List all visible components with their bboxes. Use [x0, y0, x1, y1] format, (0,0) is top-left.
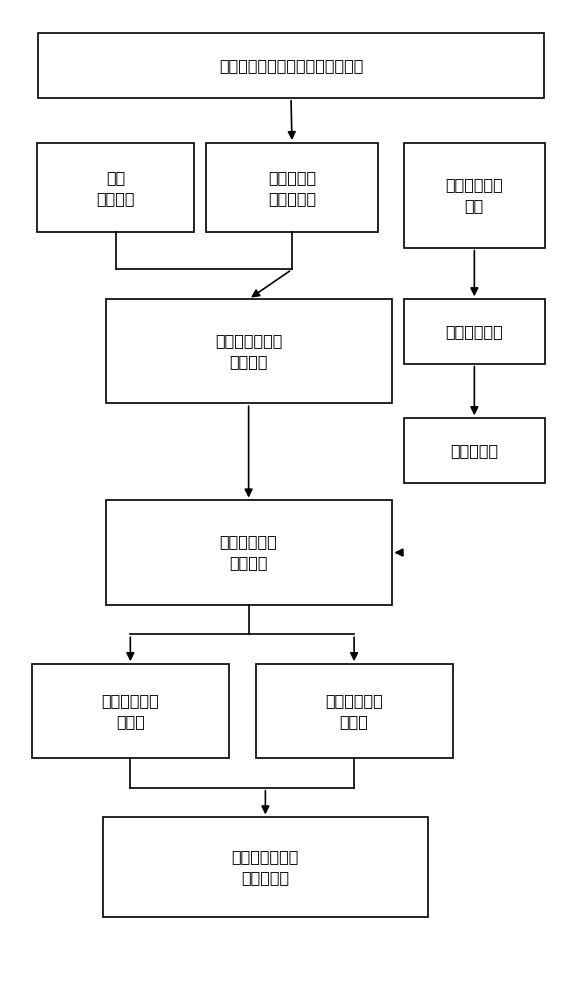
Bar: [38, 33, 544, 98]
Bar: [404, 418, 545, 483]
Bar: [37, 143, 194, 232]
Text: 鸟撞
仿真分析: 鸟撞 仿真分析: [96, 170, 135, 206]
Text: 确定主桨叶变距拉杆鸟撞技术状态: 确定主桨叶变距拉杆鸟撞技术状态: [219, 58, 363, 73]
Text: 主桨叶变距拉杆
抗鸟撞性能: 主桨叶变距拉杆 抗鸟撞性能: [231, 849, 299, 885]
Bar: [404, 143, 545, 248]
Text: 主桨叶变距
拉杆试验件: 主桨叶变距 拉杆试验件: [268, 170, 316, 206]
Text: 三十分钟疲劳
寿命试验: 三十分钟疲劳 寿命试验: [220, 535, 278, 571]
Bar: [106, 500, 392, 605]
Text: 主桨叶变距拉杆
鸟撞试验: 主桨叶变距拉杆 鸟撞试验: [215, 333, 282, 369]
Bar: [103, 817, 428, 916]
Bar: [255, 664, 452, 758]
Text: 试验载荷谱: 试验载荷谱: [450, 443, 498, 458]
Bar: [404, 299, 545, 364]
Bar: [31, 664, 229, 758]
Bar: [206, 143, 378, 232]
Bar: [106, 299, 392, 403]
Text: 应急处置飞行
状态: 应急处置飞行 状态: [445, 178, 503, 214]
Text: 飞行实测载荷: 飞行实测载荷: [445, 324, 503, 339]
Text: 剩余压缩静强
度试验: 剩余压缩静强 度试验: [101, 693, 159, 729]
Text: 剩余拉伸静强
度试验: 剩余拉伸静强 度试验: [325, 693, 383, 729]
